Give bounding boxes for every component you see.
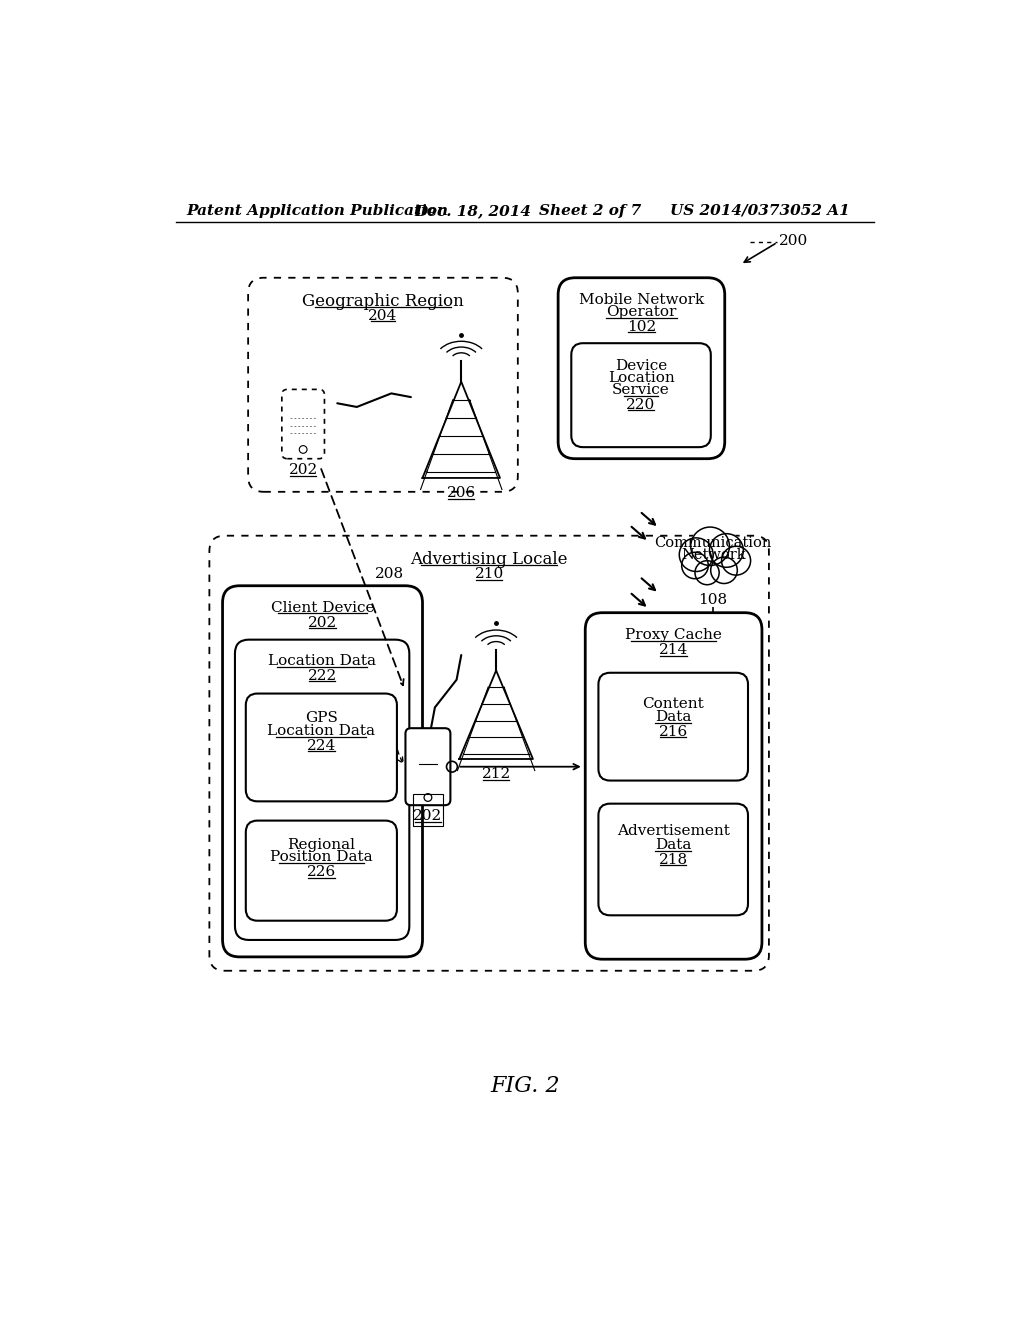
- Text: 222: 222: [307, 669, 337, 682]
- Text: FIG. 2: FIG. 2: [490, 1076, 559, 1097]
- Text: Location Data: Location Data: [267, 723, 376, 738]
- FancyBboxPatch shape: [598, 804, 748, 915]
- Text: 220: 220: [627, 397, 655, 412]
- Circle shape: [691, 527, 729, 565]
- Text: 214: 214: [659, 644, 688, 657]
- Text: 200: 200: [779, 234, 808, 248]
- Text: 202: 202: [308, 615, 337, 630]
- Text: 208: 208: [375, 568, 403, 581]
- Text: 202: 202: [414, 809, 442, 824]
- FancyBboxPatch shape: [246, 821, 397, 921]
- FancyBboxPatch shape: [406, 729, 451, 805]
- Text: Service: Service: [612, 383, 670, 397]
- FancyBboxPatch shape: [209, 536, 769, 970]
- Circle shape: [710, 533, 743, 568]
- Text: US 2014/0373052 A1: US 2014/0373052 A1: [671, 203, 850, 218]
- Text: Mobile Network: Mobile Network: [579, 293, 705, 308]
- Text: 204: 204: [369, 309, 397, 323]
- Text: Sheet 2 of 7: Sheet 2 of 7: [539, 203, 641, 218]
- Text: Dec. 18, 2014: Dec. 18, 2014: [415, 203, 531, 218]
- Circle shape: [695, 561, 719, 585]
- Text: GPS: GPS: [305, 711, 338, 725]
- Text: 108: 108: [698, 594, 728, 607]
- Circle shape: [682, 552, 709, 578]
- Text: Operator: Operator: [606, 305, 677, 319]
- FancyBboxPatch shape: [558, 277, 725, 459]
- Text: Location: Location: [607, 371, 675, 385]
- Text: 206: 206: [446, 486, 476, 500]
- FancyBboxPatch shape: [222, 586, 423, 957]
- FancyBboxPatch shape: [282, 389, 325, 459]
- Text: 210: 210: [474, 568, 504, 581]
- FancyBboxPatch shape: [598, 673, 748, 780]
- Text: Device: Device: [615, 359, 668, 372]
- FancyBboxPatch shape: [571, 343, 711, 447]
- Text: Content: Content: [642, 697, 705, 711]
- Text: 224: 224: [307, 739, 336, 752]
- Text: 226: 226: [307, 866, 336, 879]
- Circle shape: [679, 537, 713, 572]
- FancyBboxPatch shape: [586, 612, 762, 960]
- Text: Data: Data: [655, 838, 691, 851]
- Text: Proxy Cache: Proxy Cache: [626, 628, 722, 642]
- Text: Geographic Region: Geographic Region: [302, 293, 464, 310]
- FancyBboxPatch shape: [234, 640, 410, 940]
- Text: 102: 102: [627, 321, 656, 334]
- Text: Advertisement: Advertisement: [616, 825, 730, 838]
- Text: Client Device: Client Device: [270, 601, 375, 615]
- Text: Advertising Locale: Advertising Locale: [411, 552, 568, 568]
- Circle shape: [711, 557, 737, 583]
- FancyBboxPatch shape: [248, 277, 518, 492]
- Text: 218: 218: [658, 853, 688, 867]
- FancyBboxPatch shape: [246, 693, 397, 801]
- Text: Communication: Communication: [654, 536, 772, 549]
- Text: Network: Network: [681, 548, 745, 562]
- Text: Location Data: Location Data: [268, 653, 376, 668]
- Circle shape: [722, 546, 751, 576]
- Text: 202: 202: [289, 462, 317, 477]
- Text: Patent Application Publication: Patent Application Publication: [186, 203, 449, 218]
- Text: 212: 212: [481, 767, 511, 780]
- Text: Regional: Regional: [288, 838, 355, 851]
- Text: 216: 216: [658, 725, 688, 739]
- Text: Data: Data: [655, 710, 691, 723]
- Text: Position Data: Position Data: [270, 850, 373, 863]
